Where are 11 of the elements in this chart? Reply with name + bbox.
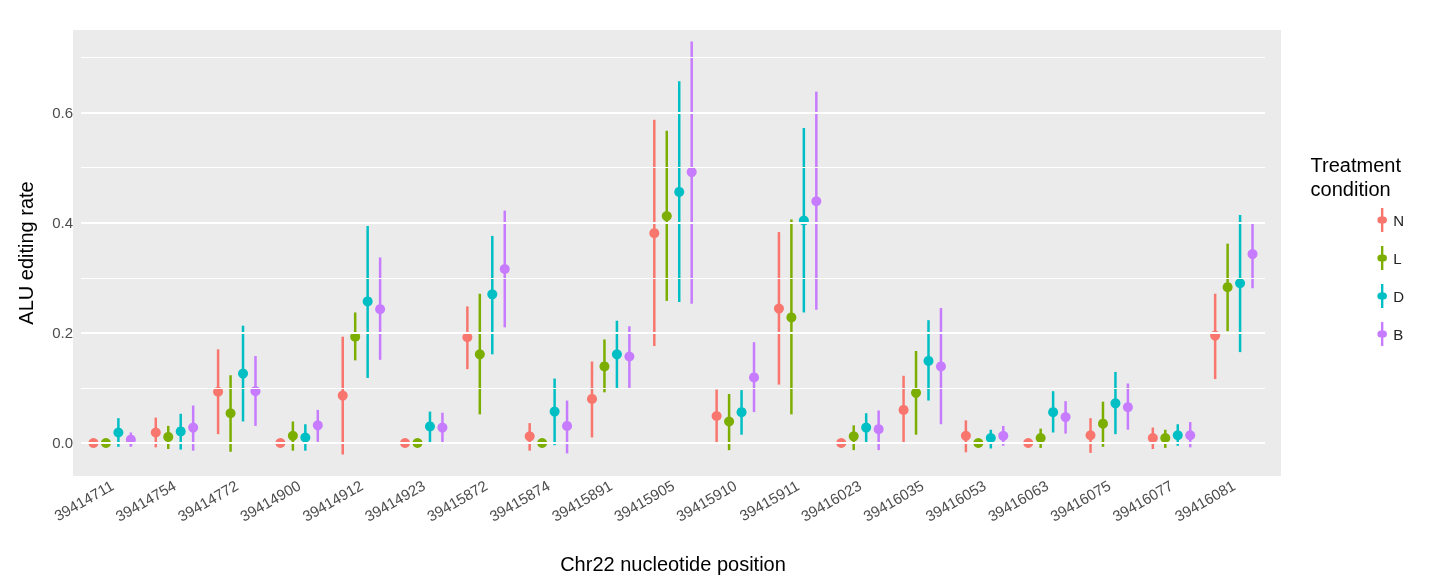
- y-axis-title: ALU editing rate: [15, 181, 37, 325]
- y-tick-label: 0.2: [52, 324, 73, 342]
- legend-label: N: [1393, 211, 1405, 229]
- x-axis-title: Chr22 nucleotide position: [560, 553, 786, 575]
- legend-title: Treatment condition: [1310, 154, 1402, 200]
- legend-label: L: [1393, 249, 1402, 267]
- y-tick-label: 0.6: [52, 104, 73, 122]
- legend-label: B: [1393, 325, 1404, 343]
- y-tick-label: 0.4: [52, 214, 73, 232]
- y-tick-label: 0.0: [52, 434, 73, 452]
- legend-label: D: [1393, 287, 1405, 305]
